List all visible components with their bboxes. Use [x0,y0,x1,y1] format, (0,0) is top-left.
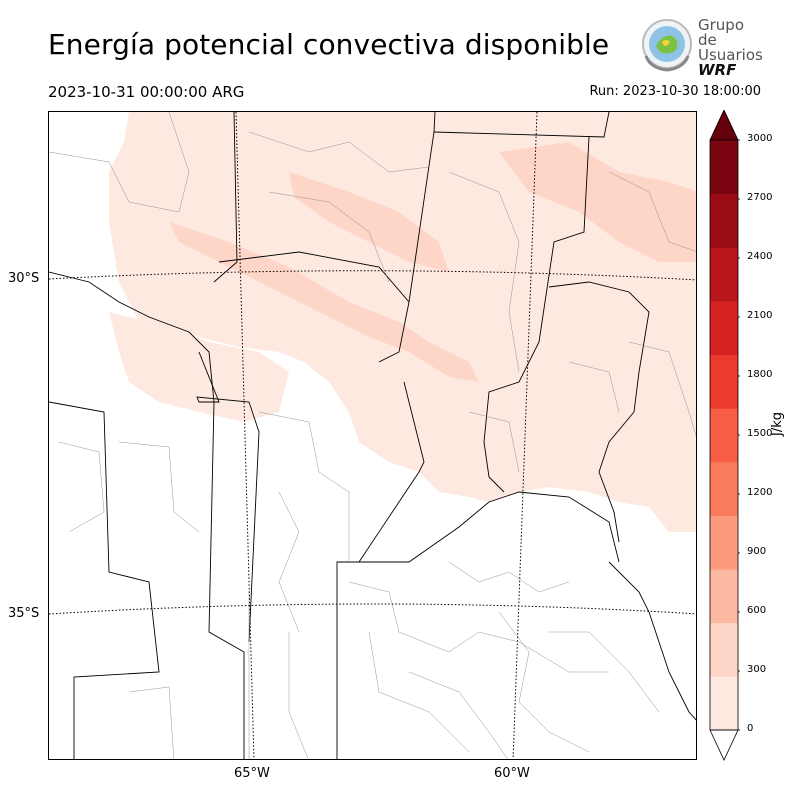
district-line [448,561,570,593]
district-line [448,171,520,373]
colorbar-segment [710,300,738,356]
colorbar-tick-label: 3000 [747,133,773,144]
run-time-label: Run: 2023-10-30 18:00:00 [589,84,761,99]
cape-300-east [499,142,696,262]
colorbar-segment [710,461,738,516]
district-line [288,632,309,759]
district-line [348,581,609,673]
colorbar-segment [710,622,738,677]
district-line [568,361,620,413]
lon-label-60w: 60°W [494,766,530,781]
cape-low-west-region [109,312,289,422]
cape-300-band-2 [289,172,449,272]
graticule-lat-30 [49,270,696,281]
district-line [468,411,520,473]
map-svg [49,112,696,759]
district-line [368,631,470,753]
border-line [218,251,410,363]
district-line [258,411,350,562]
colorbar-segment [710,569,738,624]
colorbar-segment [710,140,738,195]
colorbar-segment [710,515,738,570]
colorbar-segment [710,408,738,463]
logo-line-1: Grupo de [698,16,744,49]
map-panel [48,111,697,760]
graticule-lat-35 [49,603,696,615]
lat-label-35s: 35°S [8,606,40,621]
colorbar-segment [710,193,738,248]
border-line [483,136,590,493]
cape-shading [109,112,696,532]
district-line [49,112,190,213]
logo-line-3: WRF [698,61,737,79]
logo-line-2: Usuarios [698,46,763,64]
colorbar-tick-label: 1500 [747,428,773,439]
colorbar-tick-label: 1800 [747,369,773,380]
department-lines [49,112,696,759]
district-line [278,491,300,633]
globe-seal-icon [642,19,692,72]
colorbar-under-triangle [709,729,739,761]
colorbar-tick-label: 0 [747,723,754,734]
grupo-usuarios-wrf-logo: Grupo de Usuarios WRF [638,16,763,78]
border-line [433,112,610,138]
colorbar-segment [710,354,738,409]
colorbar-tick-label: 600 [747,605,767,616]
colorbar-tick-label: 2400 [747,251,773,262]
colorbar-tick-label: 2700 [747,192,773,203]
cape-low-region [109,112,696,532]
district-line [628,341,696,437]
colorbar-tick-label: 900 [747,546,767,557]
colorbar-unit-label: J/kg [770,412,785,436]
graticule [49,112,696,759]
cape-300-band-1 [169,222,479,382]
border-line [49,401,160,759]
district-line [128,686,175,759]
border-line [548,281,650,543]
coastline [608,561,696,721]
colorbar [709,110,740,761]
district-line [549,631,660,713]
lon-label-65w: 65°W [234,766,270,781]
lat-label-30s: 30°S [8,271,40,286]
border-line [213,112,238,283]
colorbar-segment [710,247,738,302]
district-line [408,671,508,759]
colorbar-tick-label: 300 [747,664,767,675]
district-line [268,191,390,283]
border-line [336,381,425,759]
district-line [498,611,590,753]
colorbar-segment [710,676,738,731]
chart-title: Energía potencial convectiva disponible [48,28,610,61]
province-borders [49,112,696,759]
district-line [608,171,696,252]
border-line [337,491,620,563]
valid-time-label: 2023-10-31 00:00:00 ARG [48,83,245,101]
district-line [118,441,200,533]
colorbar-over-triangle [709,110,739,141]
colorbar-tick-label: 1200 [747,487,773,498]
district-line [58,441,105,533]
district-line [248,131,430,173]
border-line [196,351,260,643]
border-line [49,271,245,759]
colorbar-tick-label: 2100 [747,310,773,321]
